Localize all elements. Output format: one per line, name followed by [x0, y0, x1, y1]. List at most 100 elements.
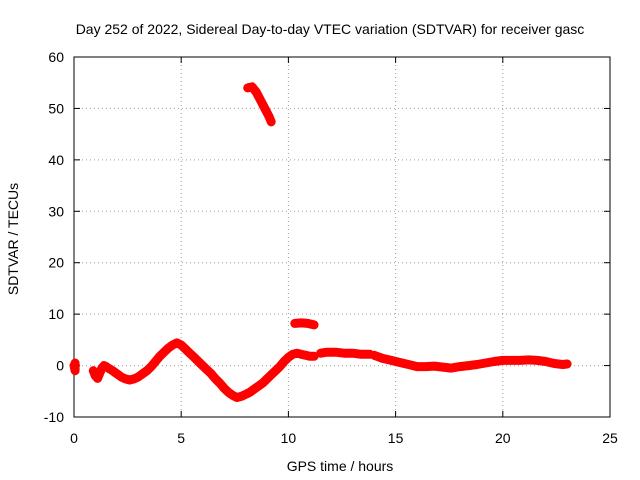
data-point	[237, 392, 246, 401]
data-point	[117, 372, 126, 381]
data-point	[71, 359, 80, 367]
data-point	[340, 349, 349, 358]
y-tick-label: 10	[48, 306, 64, 322]
data-point	[507, 356, 516, 365]
data-point	[370, 351, 379, 360]
data-point	[185, 349, 194, 358]
data-point	[331, 348, 340, 357]
data-point	[151, 357, 160, 366]
data-point	[243, 83, 252, 92]
data-point	[524, 355, 533, 364]
data-point	[168, 341, 177, 349]
data-point	[271, 366, 280, 375]
data-point	[95, 369, 104, 378]
data-point	[220, 384, 229, 393]
data-point	[481, 359, 490, 367]
data-point	[207, 369, 216, 378]
data-point	[260, 104, 269, 113]
data-point	[430, 362, 439, 371]
data-point	[215, 379, 224, 388]
y-tick-label: -10	[44, 409, 64, 425]
x-tick-label: 0	[70, 430, 78, 446]
x-axis-label: GPS time / hours	[287, 458, 394, 474]
data-point	[395, 358, 404, 367]
data-point	[198, 361, 207, 370]
data-point	[121, 374, 130, 383]
data-point	[164, 344, 173, 353]
data-point	[211, 374, 220, 383]
data-point	[515, 356, 524, 365]
data-point	[112, 369, 121, 378]
y-tick-labels: -10 0 10 20 30 40 50 60	[44, 49, 64, 425]
data-point	[130, 374, 139, 383]
data-point	[404, 360, 413, 369]
data-point	[267, 370, 276, 379]
data-point	[280, 357, 289, 366]
data-point	[147, 362, 156, 371]
data-point	[232, 393, 241, 402]
data-point	[322, 348, 331, 357]
data-point	[245, 388, 254, 397]
plot-frame	[73, 56, 611, 418]
data-point	[348, 349, 357, 358]
data-point	[93, 374, 102, 383]
grid-lines	[74, 57, 610, 417]
data-point	[155, 352, 164, 361]
data-point	[288, 350, 297, 359]
data-point	[104, 364, 113, 373]
data-point	[490, 357, 499, 366]
data-point	[550, 359, 559, 368]
data-point	[455, 362, 464, 371]
data-series	[69, 82, 572, 402]
data-point	[224, 388, 233, 397]
data-point	[421, 362, 430, 371]
data-point	[498, 356, 507, 365]
data-point	[252, 87, 261, 96]
data-point	[265, 112, 274, 121]
y-tick-label: 20	[48, 255, 64, 271]
y-tick-label: 40	[48, 152, 64, 168]
data-point	[228, 391, 237, 400]
data-point	[254, 382, 263, 391]
data-point	[447, 364, 456, 373]
data-point	[138, 369, 147, 378]
data-point	[267, 117, 276, 126]
x-tick-label: 25	[602, 430, 618, 446]
data-point	[292, 349, 301, 358]
chart-title: Day 252 of 2022, Sidereal Day-to-day VTE…	[76, 21, 585, 37]
data-point	[473, 360, 482, 369]
y-tick-label: 30	[48, 203, 64, 219]
data-point	[303, 319, 312, 328]
data-point	[194, 357, 203, 366]
data-point	[247, 82, 256, 91]
data-point	[301, 351, 310, 360]
data-point	[172, 338, 181, 347]
data-point	[190, 353, 199, 362]
data-point	[387, 356, 396, 365]
x-tick-labels: 0 5 10 15 20 25	[70, 430, 618, 446]
data-point	[125, 375, 134, 384]
data-point	[142, 366, 151, 375]
x-tick-label: 10	[281, 430, 297, 446]
data-point	[541, 357, 550, 366]
x-tick-label: 5	[177, 430, 185, 446]
x-tick-label: 20	[495, 430, 511, 446]
data-point	[177, 341, 186, 349]
data-point	[134, 372, 143, 381]
data-point	[71, 366, 80, 375]
y-axis-label: SDTVAR / TECUs	[5, 183, 21, 295]
data-point	[310, 352, 319, 361]
data-point	[202, 365, 211, 374]
data-point	[438, 363, 447, 372]
data-point	[310, 320, 319, 329]
data-point	[464, 361, 473, 370]
data-point	[357, 350, 366, 359]
y-tick-label: 50	[48, 100, 64, 116]
data-point	[250, 385, 259, 394]
data-point	[378, 354, 387, 363]
data-point	[563, 360, 572, 369]
data-point	[241, 390, 250, 399]
y-tick-label: 0	[56, 358, 64, 374]
data-point	[533, 356, 542, 365]
